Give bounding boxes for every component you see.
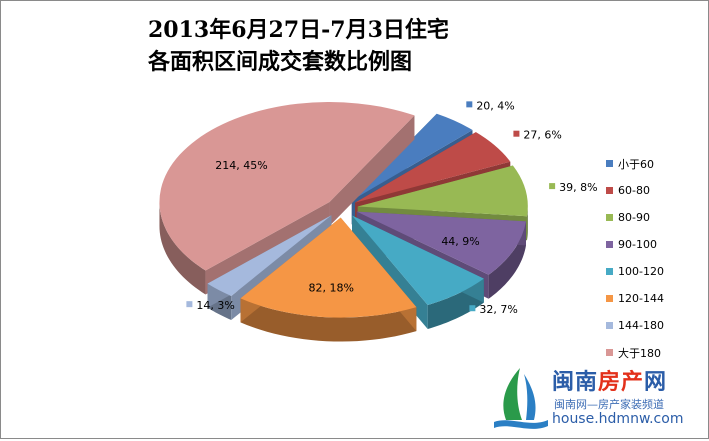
slice-side	[240, 298, 417, 342]
legend-item: 60-80	[606, 177, 664, 204]
legend-swatch	[606, 295, 613, 302]
legend-label: 120-144	[618, 292, 664, 305]
data-label-text: 39, 8%	[559, 181, 597, 194]
legend-label: 100-120	[618, 265, 664, 278]
data-label-text: 27, 6%	[523, 129, 561, 142]
data-label-marker	[469, 305, 476, 312]
data-label-marker	[466, 101, 473, 108]
slice-top	[355, 132, 511, 203]
slice-top	[356, 211, 526, 275]
slice-side	[159, 202, 206, 295]
watermark-url: house.hdmnw.com	[552, 411, 684, 427]
sail-logo-icon	[494, 368, 548, 429]
data-label-marker	[549, 183, 556, 190]
data-label: 44, 9%	[441, 235, 479, 248]
data-label-marker	[186, 301, 193, 308]
slice-top	[159, 102, 415, 271]
data-label-text: 44, 9%	[441, 235, 479, 248]
slice-side	[329, 115, 415, 227]
legend-swatch	[606, 349, 613, 356]
data-label: 82, 18%	[308, 281, 353, 294]
legend-label: 小于60	[618, 157, 654, 171]
slice-top	[351, 113, 473, 201]
chart-title-line-1: 2013年6月27日-7月3日住宅	[148, 17, 449, 43]
data-label: 14, 3%	[186, 299, 235, 312]
legend-swatch	[606, 214, 613, 221]
data-label: 214, 45%	[215, 159, 267, 172]
legend-label: 144-180	[618, 319, 664, 332]
chart-title-line-2: 各面积区间成交套数比例图	[148, 49, 413, 75]
legend-swatch	[606, 268, 613, 275]
legend-label: 80-90	[618, 211, 650, 224]
slice-top	[351, 215, 484, 306]
legend-item: 80-90	[606, 204, 664, 231]
legend-item: 120-144	[606, 285, 664, 312]
pie-slice	[240, 217, 417, 342]
legend-label: 大于180	[618, 346, 661, 360]
legend-swatch	[606, 160, 613, 167]
legend-label: 60-80	[618, 184, 650, 197]
data-label: 32, 7%	[469, 303, 518, 316]
chart-legend: 小于60 60-80 80-90 90-100 100-120 120-144 144-18…	[606, 150, 664, 366]
legend-swatch	[606, 241, 613, 248]
legend-label: 90-100	[618, 238, 657, 251]
watermark-brand: 闽南房产网	[552, 370, 668, 395]
slice-side	[526, 206, 528, 241]
watermark-logo: 闽南房产网 闽南网—房产家装频道 house.hdmnw.com	[490, 360, 705, 436]
legend-item: 100-120	[606, 258, 664, 285]
data-label: 27, 6%	[513, 129, 562, 142]
data-label-text: 214, 45%	[215, 159, 267, 172]
legend-item: 144-180	[606, 312, 664, 339]
slice-top	[240, 217, 417, 318]
legend-item: 小于60	[606, 150, 664, 177]
slice-side	[488, 221, 526, 299]
data-label-text: 32, 7%	[479, 303, 517, 316]
data-label: 39, 8%	[549, 181, 598, 194]
data-label-marker	[513, 130, 520, 137]
data-label-text: 82, 18%	[308, 281, 353, 294]
data-label: 20, 4%	[466, 99, 515, 112]
data-label-text: 20, 4%	[476, 99, 514, 112]
data-label-text: 14, 3%	[196, 299, 234, 312]
legend-swatch	[606, 187, 613, 194]
legend-item: 90-100	[606, 231, 664, 258]
legend-item: 大于180	[606, 339, 664, 366]
slice-top	[357, 165, 528, 217]
slice-top	[207, 215, 332, 296]
watermark-slogan: 闽南网—房产家装频道	[554, 398, 664, 411]
legend-swatch	[606, 322, 613, 329]
